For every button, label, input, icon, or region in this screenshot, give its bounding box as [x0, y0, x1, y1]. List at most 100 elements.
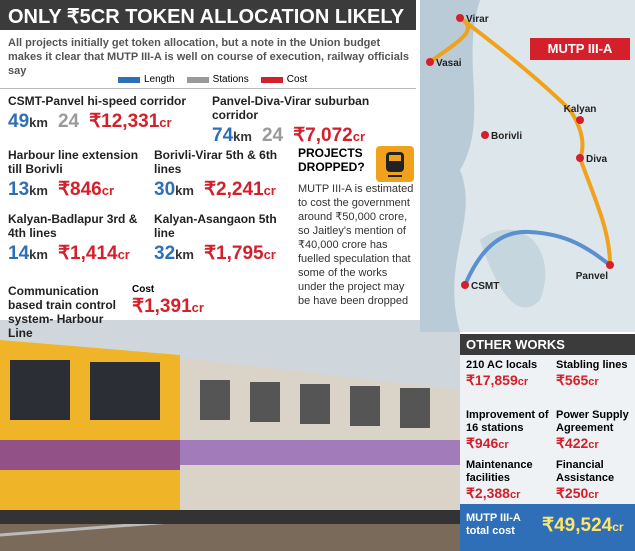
- cost-value: ₹7,072: [293, 125, 353, 146]
- length: 30km: [154, 179, 194, 201]
- map-title: MUTP III-A: [548, 41, 613, 56]
- work-cost: ₹946cr: [466, 435, 550, 452]
- title-banner: ONLY ₹5CR TOKEN ALLOCATION LIKELY: [0, 0, 416, 30]
- other-works-title: OTHER WORKS: [460, 334, 635, 355]
- stations: 24: [57, 111, 80, 132]
- cost: ₹1,391cr: [132, 295, 204, 318]
- length-value: 14: [8, 243, 30, 264]
- work-cost-value: ₹565: [556, 372, 589, 388]
- train-icon: [376, 146, 414, 182]
- project-name: Communication based train control system…: [8, 284, 117, 340]
- cost: ₹7,072cr: [293, 124, 365, 147]
- unit: km: [175, 247, 194, 262]
- unit: cr: [509, 489, 521, 501]
- cost: ₹12,331cr: [89, 110, 172, 133]
- work-item: Maintenance facilities ₹2,388cr: [466, 459, 550, 502]
- total-label: MUTP III-A total cost: [466, 512, 521, 537]
- place-label: Panvel: [576, 271, 608, 282]
- dropped-text: MUTP III-A is estimated to cost the gove…: [298, 183, 414, 307]
- work-item: Stabling lines ₹565cr: [556, 359, 635, 389]
- unit: cr: [588, 376, 599, 388]
- place-dot: [606, 261, 614, 269]
- work-item: Power Supply Agreement ₹422cr: [556, 409, 635, 452]
- length-value: 74: [212, 125, 234, 146]
- legend-item: Cost: [260, 74, 308, 85]
- legend: Length Stations Cost: [118, 74, 307, 85]
- project: Panvel-Diva-Virar suburban corridor 74km 2…: [212, 94, 416, 147]
- cost: ₹1,414cr: [58, 242, 130, 265]
- project: Kalyan-Badlapur 3rd & 4th lines 14km ₹1,41…: [8, 212, 150, 265]
- project-name: Kalyan-Badlapur 3rd & 4th lines: [8, 212, 138, 240]
- unit: cr: [352, 129, 366, 144]
- legend-label: Length: [144, 74, 175, 85]
- work-cost-value: ₹2,388: [466, 485, 510, 501]
- length-value: 49: [8, 111, 30, 132]
- length: 32km: [154, 243, 194, 265]
- unit: cr: [263, 247, 276, 262]
- unit: cr: [117, 247, 130, 262]
- map: MUTP III-A Virar Vasai Borivli Kalyan Diva CS…: [420, 0, 635, 332]
- work-label: 210 AC locals: [466, 359, 538, 371]
- cost-value: ₹2,241: [203, 179, 264, 200]
- work-cost: ₹17,859cr: [466, 372, 550, 389]
- unit: cr: [517, 376, 529, 388]
- values: 30km ₹2,241cr: [154, 178, 294, 201]
- dropped-box: PROJECTS DROPPED? MUTP III-A is estimate…: [298, 146, 416, 356]
- work-cost-value: ₹946: [466, 435, 499, 451]
- place-dot: [461, 281, 469, 289]
- work-cost: ₹2,388cr: [466, 485, 550, 502]
- place-dot: [426, 58, 434, 66]
- cost: ₹846cr: [58, 178, 114, 201]
- values: 14km ₹1,414cr: [8, 242, 150, 265]
- unit: cr: [588, 439, 599, 451]
- work-cost-value: ₹250: [556, 485, 589, 501]
- values: 32km ₹1,795cr: [154, 242, 294, 265]
- legend-swatch: [260, 76, 283, 83]
- values: 74km 24 ₹7,072cr: [212, 124, 416, 147]
- work-item: 210 AC locals ₹17,859cr: [466, 359, 550, 389]
- length-value: 30: [154, 179, 176, 200]
- legend-swatch: [118, 76, 140, 83]
- work-label: Financial Assistance: [556, 459, 615, 484]
- place-label: Borivli: [491, 131, 522, 142]
- place-label: Kalyan: [564, 104, 597, 115]
- work-label: Improvement of 16 stations: [466, 409, 549, 434]
- values: 13km ₹846cr: [8, 178, 150, 201]
- other-works: OTHER WORKS 210 AC locals ₹17,859cr Stabli…: [460, 334, 635, 551]
- place-label: Virar: [466, 14, 489, 25]
- place-label: Vasai: [436, 58, 462, 69]
- project: Communication based train control system…: [8, 284, 208, 340]
- unit: km: [29, 247, 48, 262]
- work-item: Financial Assistance ₹250cr: [556, 459, 635, 502]
- length: 13km: [8, 179, 48, 201]
- unit: km: [233, 129, 252, 144]
- unit: km: [29, 115, 48, 130]
- work-cost: ₹250cr: [556, 485, 635, 502]
- values: 49km 24 ₹12,331cr: [8, 110, 208, 133]
- divider: [0, 88, 416, 89]
- unit: cr: [159, 115, 172, 130]
- legend-label: Cost: [286, 74, 308, 85]
- work-cost-value: ₹17,859: [466, 372, 518, 388]
- project: Borivli-Virar 5th & 6th lines 30km ₹2,241c…: [154, 148, 294, 201]
- project-name: Harbour line extension till Borivli: [8, 148, 139, 176]
- place-dot: [576, 154, 584, 162]
- project: CSMT-Panvel hi-speed corridor 49km 24 ₹12,3…: [8, 94, 208, 133]
- legend-label: Stations: [212, 74, 249, 85]
- work-label: Maintenance facilities: [466, 459, 533, 484]
- legend-swatch: [186, 76, 209, 83]
- project: Kalyan-Asangaon 5th line 32km ₹1,795cr: [154, 212, 294, 265]
- place-dot: [576, 116, 584, 124]
- place-label: CSMT: [471, 281, 499, 292]
- subtitle: All projects initially get token allocat…: [8, 37, 410, 77]
- unit: cr: [612, 520, 624, 534]
- cost-value: ₹1,795: [203, 243, 264, 264]
- work-cost: ₹565cr: [556, 372, 635, 389]
- train-photo: [0, 320, 460, 551]
- dropped-title: PROJECTS DROPPED?: [298, 146, 365, 174]
- total-cost: ₹49,524: [542, 515, 613, 536]
- legend-item: Length: [118, 74, 175, 85]
- project-name: Borivli-Virar 5th & 6th lines: [154, 148, 278, 176]
- total-value: ₹49,524cr: [542, 514, 624, 537]
